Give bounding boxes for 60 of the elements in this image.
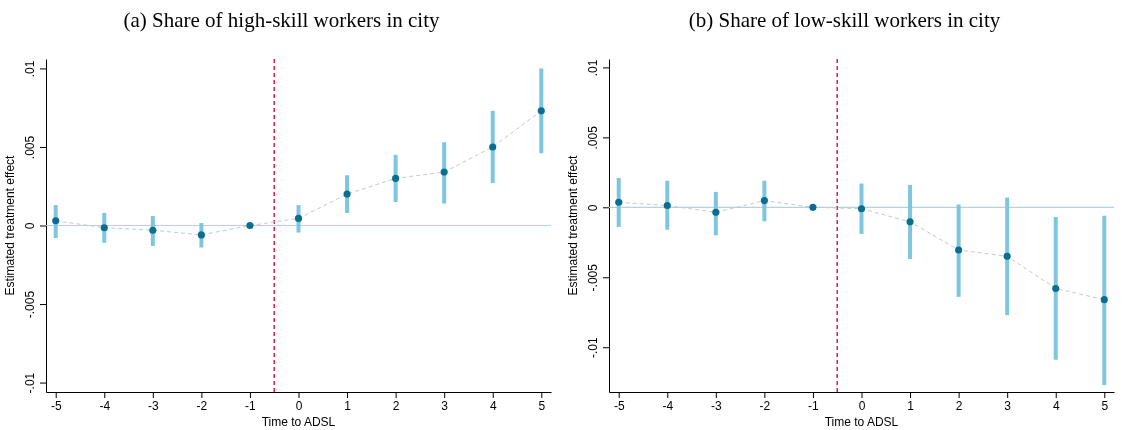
- x-tick-label: -1: [808, 398, 820, 413]
- point: [294, 214, 303, 222]
- x-tick-label: -4: [662, 398, 674, 413]
- point: [1100, 296, 1108, 304]
- x-tick-label: -1: [245, 398, 257, 413]
- y-tick-label: -.01: [23, 372, 37, 394]
- x-tick-label: 4: [489, 398, 497, 413]
- y-tick-label: .01: [586, 59, 600, 77]
- chart-title: (a) Share of high-skill workers in city: [123, 8, 441, 32]
- y-tick-label: .005: [23, 135, 37, 160]
- x-tick-label: 5: [1101, 398, 1109, 413]
- point: [392, 174, 400, 182]
- x-tick-label: -2: [759, 398, 771, 413]
- point: [809, 203, 817, 211]
- y-tick-label: -.01: [586, 337, 600, 359]
- point: [149, 226, 157, 234]
- point: [52, 217, 60, 225]
- point: [712, 208, 720, 216]
- x-tick-label: 1: [907, 398, 915, 413]
- x-tick-label: -3: [147, 398, 159, 413]
- point: [615, 198, 623, 206]
- x-tick-label: -2: [196, 398, 208, 413]
- x-tick-label: 2: [955, 398, 963, 413]
- x-tick-label: 5: [538, 398, 546, 413]
- x-tick-label: -4: [99, 398, 111, 413]
- chart-title: (b) Share of low-skill workers in city: [688, 8, 1001, 32]
- y-tick-label: .005: [586, 125, 600, 150]
- x-tick-label: 1: [344, 398, 352, 413]
- point: [955, 246, 963, 254]
- x-tick-label: 3: [1004, 398, 1012, 413]
- y-tick-label: .01: [23, 60, 37, 78]
- point: [1003, 252, 1011, 260]
- x-tick-label: 0: [858, 398, 866, 413]
- point: [343, 190, 351, 198]
- point: [440, 168, 448, 176]
- y-tick-label: 0: [23, 222, 37, 230]
- y-tick-label: 0: [586, 204, 600, 212]
- x-tick-label: -5: [50, 398, 62, 413]
- y-tick-label: -.005: [23, 290, 37, 319]
- point: [663, 201, 671, 210]
- y-axis-title: Estimated treatment effect: [566, 154, 580, 296]
- x-tick-label: 4: [1052, 398, 1060, 413]
- x-tick-label: 3: [441, 398, 449, 413]
- x-tick-label: -5: [613, 398, 625, 413]
- point: [760, 197, 768, 205]
- point: [906, 218, 914, 226]
- y-axis-title: Estimated treatment effect: [3, 154, 17, 296]
- point: [246, 221, 254, 230]
- point: [537, 107, 545, 115]
- y-tick-label: -.005: [586, 263, 600, 292]
- x-axis-title: Time to ADSL: [261, 415, 336, 429]
- point: [857, 205, 866, 213]
- x-tick-label: 2: [392, 398, 400, 413]
- x-tick-label: 0: [295, 398, 303, 413]
- x-axis-title: Time to ADSL: [824, 415, 899, 429]
- point: [489, 143, 497, 151]
- point: [1052, 284, 1060, 293]
- point: [197, 231, 205, 239]
- x-tick-label: -3: [710, 398, 722, 413]
- point: [100, 224, 108, 232]
